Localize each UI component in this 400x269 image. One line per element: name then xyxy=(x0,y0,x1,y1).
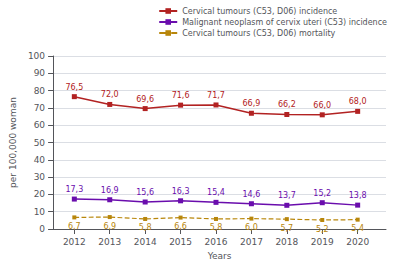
svg-text:30: 30 xyxy=(34,172,46,182)
svg-text:15,6: 15,6 xyxy=(136,188,154,197)
svg-text:10: 10 xyxy=(34,207,46,217)
svg-text:13,7: 13,7 xyxy=(278,191,296,200)
svg-text:0: 0 xyxy=(39,224,45,234)
svg-text:60: 60 xyxy=(34,120,46,130)
svg-text:per 100,000 woman: per 100,000 woman xyxy=(8,97,18,188)
svg-text:2014: 2014 xyxy=(134,237,157,247)
svg-text:16,3: 16,3 xyxy=(172,187,190,196)
svg-text:50: 50 xyxy=(34,138,46,148)
svg-text:2018: 2018 xyxy=(275,237,298,247)
svg-text:17,3: 17,3 xyxy=(65,185,83,194)
svg-text:66,0: 66,0 xyxy=(313,101,331,110)
svg-text:2013: 2013 xyxy=(98,237,121,247)
svg-text:6,9: 6,9 xyxy=(103,222,116,231)
svg-text:15,4: 15,4 xyxy=(207,188,225,197)
svg-text:69,6: 69,6 xyxy=(136,95,154,104)
svg-text:71,6: 71,6 xyxy=(172,91,190,100)
svg-text:90: 90 xyxy=(34,68,46,78)
svg-text:71,7: 71,7 xyxy=(207,91,225,100)
svg-text:66,9: 66,9 xyxy=(243,99,261,108)
svg-text:14,6: 14,6 xyxy=(243,190,261,199)
svg-text:66,2: 66,2 xyxy=(278,100,296,109)
svg-text:15,2: 15,2 xyxy=(313,189,331,198)
svg-text:Cervical tumours (C53, D06) in: Cervical tumours (C53, D06) incidence xyxy=(182,7,337,16)
svg-text:Cervical tumours (C53, D06) mo: Cervical tumours (C53, D06) mortality xyxy=(182,29,335,38)
svg-text:80: 80 xyxy=(34,86,46,96)
svg-text:72,0: 72,0 xyxy=(101,90,119,99)
svg-text:2017: 2017 xyxy=(240,237,263,247)
svg-text:76,5: 76,5 xyxy=(65,83,83,92)
svg-text:13,8: 13,8 xyxy=(349,191,367,200)
svg-text:5,7: 5,7 xyxy=(280,224,293,233)
svg-text:2015: 2015 xyxy=(169,237,192,247)
svg-text:2016: 2016 xyxy=(205,237,228,247)
svg-text:40: 40 xyxy=(34,155,46,165)
svg-text:2012: 2012 xyxy=(63,237,86,247)
svg-text:20: 20 xyxy=(34,189,46,199)
svg-text:Years: Years xyxy=(207,251,232,261)
svg-text:5,2: 5,2 xyxy=(316,225,329,234)
svg-text:5,4: 5,4 xyxy=(351,224,364,233)
svg-text:2019: 2019 xyxy=(311,237,334,247)
svg-text:70: 70 xyxy=(34,103,46,113)
svg-text:6,7: 6,7 xyxy=(68,222,81,231)
svg-text:2020: 2020 xyxy=(346,237,369,247)
svg-text:6,0: 6,0 xyxy=(245,223,258,232)
svg-text:5,8: 5,8 xyxy=(210,223,223,232)
svg-text:16,9: 16,9 xyxy=(101,186,119,195)
svg-text:Malignant neoplasm of cervix u: Malignant neoplasm of cervix uteri (C53)… xyxy=(182,18,387,27)
svg-text:5,8: 5,8 xyxy=(139,223,152,232)
svg-text:100: 100 xyxy=(28,51,45,61)
svg-text:68,0: 68,0 xyxy=(349,97,367,106)
svg-text:6,6: 6,6 xyxy=(174,222,187,231)
